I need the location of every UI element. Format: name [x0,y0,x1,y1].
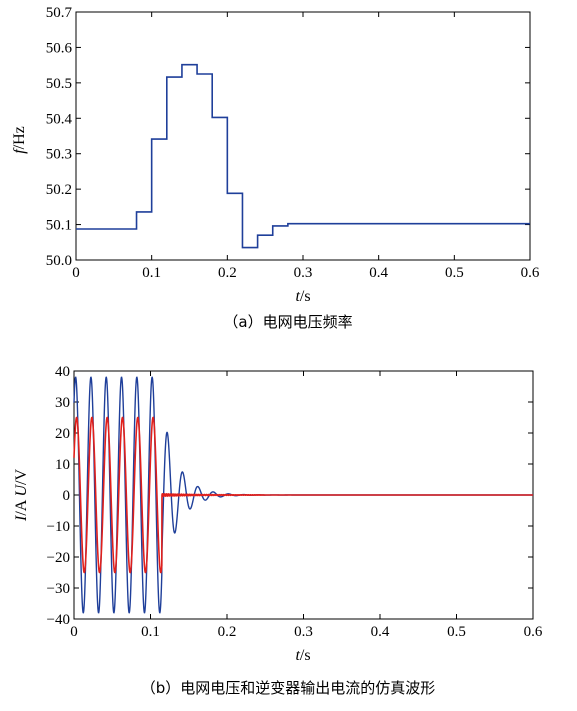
chart-b-caption: （b）电网电压和逆变器输出电流的仿真波形 [141,679,436,697]
y-tick-label: 50.1 [46,218,72,234]
y-tick-label: −20 [47,550,70,566]
x-tick-label: 0.5 [447,624,466,640]
chart-b-x-label: t/s [295,647,310,664]
y-tick-label: 20 [55,426,70,442]
y-tick-label: 50.2 [46,182,72,198]
x-tick-label: 0.5 [445,265,464,281]
x-tick-label: 0.1 [141,624,160,640]
chart-a: 0 0.1 0.2 0.3 0.4 0.5 0.6 50.0 50.1 50.2 50.3 50.4 5… [11,5,540,331]
y-tick-label: 10 [55,457,70,473]
y-tick-label: −10 [47,519,70,535]
chart-b-current-wave [73,416,533,574]
chart-a-frequency-line [76,63,530,249]
x-tick-label: 0.4 [371,624,390,640]
x-tick-label: 0 [72,265,80,281]
x-tick-label: 0.2 [218,265,237,281]
y-tick-label: 50.5 [46,76,72,92]
chart-a-caption: （a）电网电压频率 [223,313,352,331]
chart-a-y-label: f/Hz [11,126,28,154]
x-tick-label: 0.2 [218,624,237,640]
y-tick-label: 0 [63,488,71,504]
x-tick-label: 0.6 [521,265,540,281]
chart-b-ticks: 0 0.1 0.2 0.3 0.4 0.5 0.6 −40 −30 −20 −10 0 10 20 30 40 [47,364,543,640]
chart-b: 0 0.1 0.2 0.3 0.4 0.5 0.6 −40 −30 −20 −10 0 10 20 30 40… [13,364,543,697]
chart-a-ticks: 0 0.1 0.2 0.3 0.4 0.5 0.6 50.0 50.1 50.2 50.3 50.4 5… [46,5,540,281]
chart-b-y-label: I/A U/V [13,469,30,522]
x-tick-label: 0.1 [142,265,161,281]
y-tick-label: −40 [47,612,70,628]
y-tick-label: 40 [55,364,70,380]
y-tick-label: 50.4 [46,111,73,127]
y-tick-label: 50.7 [46,5,73,21]
chart-a-plot-area [75,11,531,261]
x-tick-label: 0 [70,624,78,640]
x-tick-label: 0.4 [369,265,388,281]
x-tick-label: 0.6 [524,624,543,640]
chart-a-x-label: t/s [295,288,310,305]
x-tick-label: 0.3 [294,624,313,640]
y-tick-label: −30 [47,581,70,597]
y-tick-label: 50.0 [46,253,72,269]
y-tick-label: 50.3 [46,147,72,163]
x-tick-label: 0.3 [294,265,313,281]
y-tick-label: 30 [55,395,70,411]
y-tick-label: 50.6 [46,40,73,56]
